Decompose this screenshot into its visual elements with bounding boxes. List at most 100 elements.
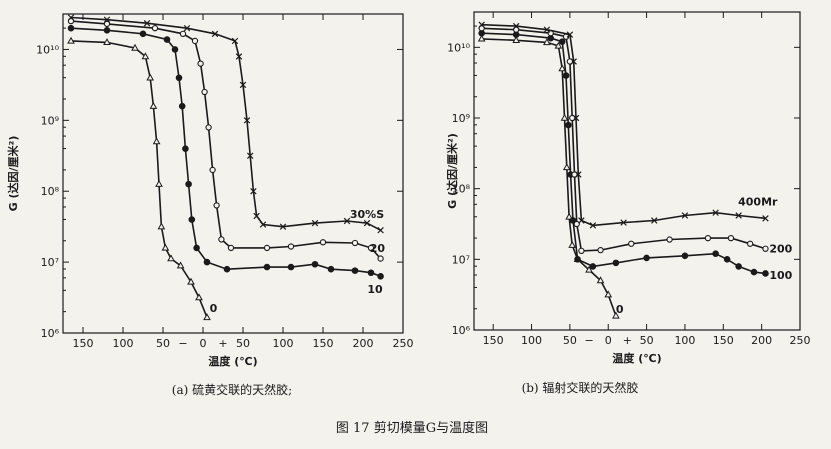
series-label: 20 — [370, 242, 386, 255]
data-point-30%S — [239, 81, 247, 89]
data-point-20 — [205, 124, 212, 131]
data-point-0 — [187, 277, 195, 285]
data-point-0 — [131, 43, 139, 51]
series-line-0 — [70, 40, 208, 318]
y-tick-label: 10⁹ — [452, 112, 470, 125]
data-point-20 — [367, 244, 375, 252]
data-point-100 — [589, 263, 597, 270]
data-point-30%S — [183, 24, 191, 32]
series-label: 0 — [210, 302, 218, 315]
series-label: 30%S — [350, 208, 384, 221]
series-line-200 — [481, 27, 766, 252]
x-tick-label: 150 — [483, 334, 504, 347]
data-point-10 — [182, 145, 189, 152]
x-tick-label: 200 — [353, 337, 374, 350]
x-sign-label: + — [623, 334, 632, 347]
data-point-10 — [367, 269, 375, 277]
data-point-100 — [681, 252, 689, 260]
data-point-20 — [319, 239, 327, 246]
plot-frame — [62, 13, 404, 334]
x-sign-label: − — [178, 337, 187, 350]
data-point-100 — [643, 254, 650, 262]
series-label: 10 — [367, 283, 383, 296]
x-tick-label: 100 — [113, 337, 134, 350]
data-point-200 — [704, 234, 712, 242]
data-point-400Mr — [572, 114, 580, 122]
x-tick-label: 0 — [200, 337, 207, 350]
data-point-200 — [727, 234, 735, 242]
data-point-200 — [573, 220, 580, 228]
data-point-10 — [351, 267, 359, 274]
x-tick-label: 100 — [521, 334, 542, 347]
data-point-20 — [67, 17, 75, 25]
data-point-20 — [197, 60, 204, 67]
data-point-10 — [193, 244, 200, 252]
data-point-200 — [513, 26, 520, 33]
series-line-0 — [481, 38, 617, 317]
data-point-0 — [543, 38, 551, 46]
data-point-400Mr — [762, 215, 769, 222]
data-point-100 — [612, 259, 620, 267]
data-point-10 — [139, 30, 147, 38]
data-point-30%S — [259, 221, 267, 228]
data-point-200 — [571, 171, 578, 178]
data-point-100 — [712, 250, 719, 257]
y-axis-title: G (达因/厘米²) — [445, 133, 459, 209]
y-tick-label: 10⁸ — [41, 185, 60, 198]
data-point-30%S — [311, 219, 319, 227]
panel-caption: (a) 硫黄交联的天然胶; — [172, 382, 292, 397]
x-tick-label: 100 — [273, 337, 294, 350]
data-point-20 — [263, 244, 271, 252]
data-point-0 — [604, 290, 613, 298]
data-point-0 — [512, 36, 521, 43]
x-axis-title: 温度 (℃) — [208, 354, 257, 368]
data-point-0 — [155, 179, 163, 187]
data-point-10 — [263, 263, 271, 271]
data-point-400Mr — [512, 22, 520, 30]
data-point-20 — [151, 25, 159, 32]
x-sign-label: + — [218, 337, 227, 350]
data-point-0 — [568, 240, 577, 248]
series-line-400Mr — [481, 23, 766, 227]
data-point-100 — [723, 256, 731, 263]
y-tick-label: 10¹⁰ — [447, 41, 470, 54]
data-point-200 — [597, 246, 604, 254]
data-point-400Mr — [478, 21, 485, 28]
x-tick-label: 150 — [713, 334, 734, 347]
data-point-200 — [666, 236, 673, 243]
data-point-20 — [213, 202, 220, 209]
data-point-200 — [569, 114, 576, 122]
y-tick-label: 10¹⁰ — [36, 43, 59, 56]
data-point-0 — [149, 101, 158, 109]
x-tick-label: 200 — [751, 334, 772, 347]
data-point-30%S — [103, 16, 111, 23]
data-point-0 — [554, 41, 563, 49]
data-point-400Mr — [589, 222, 597, 229]
data-point-200 — [746, 240, 754, 247]
series-line-20 — [70, 20, 382, 260]
x-axis-title: 温度 (℃) — [612, 351, 661, 365]
data-point-0 — [103, 38, 111, 46]
data-point-0 — [596, 276, 605, 284]
figure-caption: 图 17 剪切模量G与温度图 — [336, 420, 488, 436]
data-point-400Mr — [543, 26, 551, 33]
data-point-400Mr — [735, 212, 742, 219]
data-point-0 — [562, 163, 571, 171]
data-point-20 — [351, 239, 359, 247]
series-label: 0 — [616, 303, 624, 316]
data-point-20 — [377, 255, 384, 262]
y-tick-label: 10⁶ — [41, 327, 60, 340]
data-point-400Mr — [620, 219, 627, 226]
data-point-30%S — [343, 217, 351, 225]
data-point-400Mr — [570, 58, 577, 65]
data-point-100 — [735, 263, 742, 270]
x-tick-label: 250 — [393, 337, 414, 350]
data-point-10 — [171, 46, 179, 53]
x-tick-label: 150 — [73, 337, 94, 350]
plot-frame — [473, 11, 801, 331]
x-sign-label: − — [584, 334, 593, 347]
chart-panel-b: 10¹⁰ 10⁹ 10⁸ 10⁷ 10⁶ 150 100 50 0 50 100 150 200 250 −… — [445, 11, 811, 395]
data-point-400Mr — [575, 171, 582, 178]
data-point-20 — [209, 166, 216, 174]
